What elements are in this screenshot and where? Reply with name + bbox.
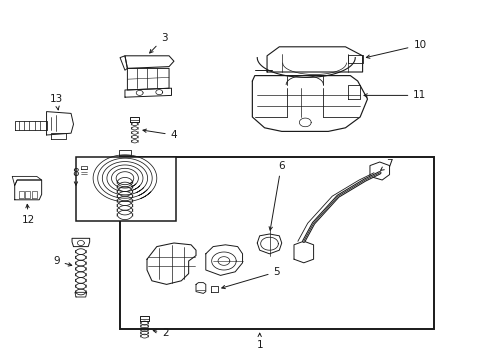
Text: 4: 4 xyxy=(143,129,177,140)
Text: 6: 6 xyxy=(269,161,285,230)
Text: 8: 8 xyxy=(73,168,79,185)
Bar xyxy=(120,157,434,329)
Text: 3: 3 xyxy=(149,33,168,53)
Text: 7: 7 xyxy=(381,159,393,170)
Text: 13: 13 xyxy=(49,94,63,110)
Text: 9: 9 xyxy=(53,256,72,266)
Text: 12: 12 xyxy=(22,204,35,225)
Text: 11: 11 xyxy=(364,90,427,100)
Text: 2: 2 xyxy=(153,328,169,338)
Text: 5: 5 xyxy=(222,267,280,289)
Text: 10: 10 xyxy=(367,40,426,58)
Text: 1: 1 xyxy=(256,333,263,350)
Bar xyxy=(76,157,176,221)
